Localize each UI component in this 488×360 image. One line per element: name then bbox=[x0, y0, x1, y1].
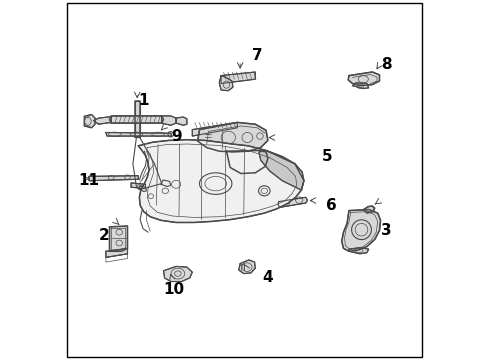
Polygon shape bbox=[363, 206, 374, 213]
Polygon shape bbox=[238, 260, 255, 274]
Polygon shape bbox=[138, 186, 146, 192]
Text: 7: 7 bbox=[251, 48, 262, 63]
Text: 5: 5 bbox=[321, 149, 332, 164]
Polygon shape bbox=[138, 140, 303, 222]
Polygon shape bbox=[258, 150, 303, 190]
Polygon shape bbox=[109, 116, 163, 123]
Polygon shape bbox=[348, 248, 368, 254]
Polygon shape bbox=[93, 117, 111, 124]
Polygon shape bbox=[134, 101, 140, 137]
Text: 6: 6 bbox=[325, 198, 336, 213]
Polygon shape bbox=[106, 248, 127, 257]
Polygon shape bbox=[162, 116, 176, 125]
Polygon shape bbox=[192, 122, 237, 136]
Text: 11: 11 bbox=[78, 173, 99, 188]
Polygon shape bbox=[161, 180, 170, 186]
Polygon shape bbox=[109, 226, 127, 251]
Text: 3: 3 bbox=[381, 223, 391, 238]
Polygon shape bbox=[219, 76, 232, 91]
Polygon shape bbox=[226, 150, 267, 174]
Polygon shape bbox=[89, 176, 138, 181]
Text: 9: 9 bbox=[170, 129, 181, 144]
Polygon shape bbox=[277, 197, 307, 207]
Text: 2: 2 bbox=[99, 228, 109, 243]
Text: 10: 10 bbox=[163, 282, 184, 297]
Polygon shape bbox=[221, 72, 255, 84]
Text: 1: 1 bbox=[138, 93, 149, 108]
Text: 4: 4 bbox=[262, 270, 273, 285]
Polygon shape bbox=[163, 266, 192, 282]
Polygon shape bbox=[131, 183, 145, 189]
Text: 8: 8 bbox=[381, 57, 391, 72]
Polygon shape bbox=[197, 122, 267, 152]
Polygon shape bbox=[347, 72, 379, 86]
Polygon shape bbox=[106, 132, 171, 136]
Polygon shape bbox=[352, 83, 368, 89]
Polygon shape bbox=[341, 210, 380, 251]
Polygon shape bbox=[176, 117, 186, 125]
Polygon shape bbox=[84, 114, 95, 128]
